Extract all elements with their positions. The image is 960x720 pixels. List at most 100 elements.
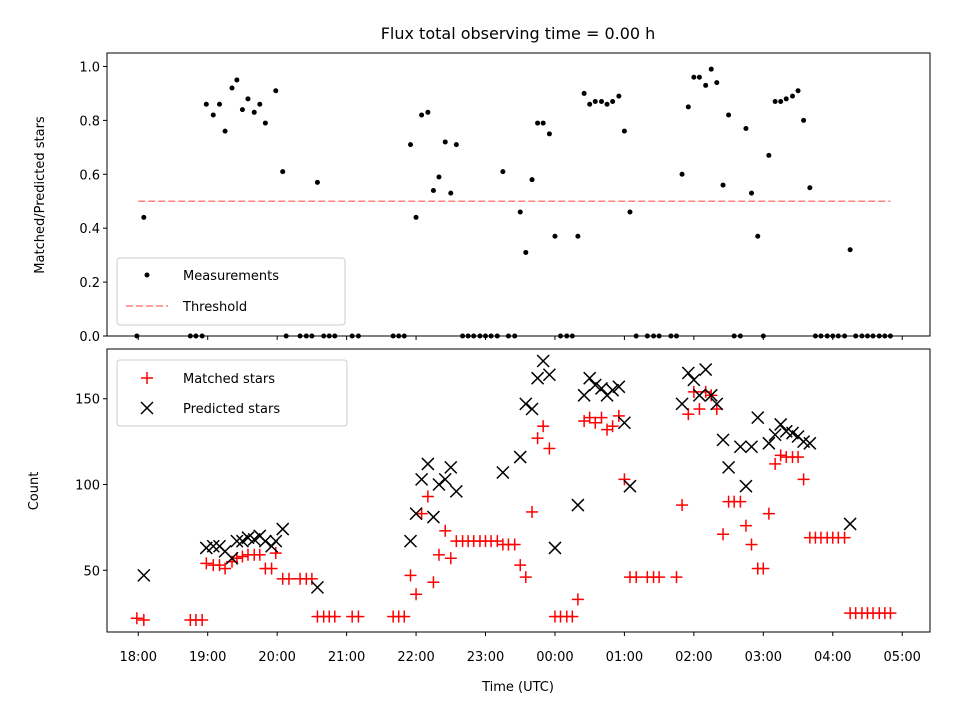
predicted-stars-point	[692, 388, 706, 402]
matched-stars-point	[531, 432, 544, 445]
predicted-stars-point	[536, 354, 550, 368]
matched-stars-point	[444, 552, 457, 565]
measurement-point	[210, 112, 216, 118]
measurement-point	[529, 177, 535, 183]
predicted-stars-point	[421, 457, 435, 471]
matched-stars-point	[519, 571, 532, 584]
measurement-point	[453, 142, 459, 148]
legend-matched-marker	[141, 372, 153, 384]
measurement-point	[535, 120, 541, 126]
x-tick-label: 23:00	[467, 650, 504, 665]
measurement-point	[749, 190, 755, 196]
matched-stars-point	[571, 593, 584, 606]
measurement-point	[685, 104, 691, 110]
predicted-stars-point	[762, 436, 776, 450]
matched-stars-point	[745, 538, 758, 551]
matched-stars-point	[137, 613, 150, 626]
matched-stars-point	[595, 411, 608, 424]
matched-stars-point	[682, 408, 695, 421]
predicted-stars-point	[548, 541, 562, 555]
measurement-point	[203, 101, 209, 107]
measurement-point	[280, 169, 286, 175]
predicted-stars-point	[803, 436, 817, 450]
matched-stars-point	[265, 562, 278, 575]
measurement-point	[616, 93, 622, 99]
predicted-stars-point	[577, 388, 591, 402]
predicted-stars-point	[744, 440, 759, 454]
predicted-stars-point	[206, 539, 220, 553]
measurement-point	[604, 101, 610, 107]
matched-stars-point	[583, 411, 596, 424]
matched-stars-point	[526, 505, 539, 518]
top-panel: Flux total observing time = 0.00 h 0.00.…	[33, 24, 931, 345]
matched-stars-point	[130, 612, 143, 625]
predicted-stars-point	[687, 373, 701, 387]
predicted-stars-point	[571, 498, 585, 512]
matched-stars-point	[398, 610, 411, 623]
matched-stars-point	[537, 420, 550, 433]
predicted-stars-point	[739, 479, 753, 493]
predicted-stars-point	[513, 450, 527, 464]
matched-stars-point	[543, 442, 556, 455]
predicted-stars-point	[449, 484, 463, 498]
legend-predicted-marker	[140, 401, 154, 415]
predicted-stars-point	[258, 534, 272, 548]
matched-stars-point	[439, 524, 452, 537]
y-tick-label: 150	[75, 393, 100, 408]
y-tick-label: 100	[75, 478, 100, 493]
matched-stars-point	[606, 420, 619, 433]
measurement-point	[500, 169, 506, 175]
predicted-stars-point	[415, 472, 429, 486]
predicted-stars-point	[699, 363, 713, 377]
bottom-panel: 50 100 150 18:00 19:00 20:00 21:00 22:00 23:00 0…	[27, 348, 931, 695]
measurement-point	[245, 96, 251, 102]
measurement-point	[783, 96, 789, 102]
legend-measurements-marker	[144, 272, 150, 278]
measurement-point	[627, 209, 633, 215]
matched-stars-point	[734, 495, 747, 508]
top-legend: Measurements Threshold	[116, 257, 346, 326]
predicted-stars-point	[519, 397, 533, 411]
measurement-point	[795, 88, 801, 94]
matched-stars-point	[653, 571, 666, 584]
predicted-stars-point	[751, 411, 765, 425]
predicted-stars-point	[623, 479, 637, 493]
x-tick-label: 18:00	[120, 650, 157, 665]
matched-stars-point	[566, 610, 579, 623]
matched-stars-point	[884, 607, 897, 620]
bottom-legend: Matched stars Predicted stars	[116, 359, 348, 427]
top-x-axis	[137, 336, 903, 340]
x-tick-label: 20:00	[258, 650, 295, 665]
predicted-stars-point	[542, 368, 556, 382]
x-tick-label: 04:00	[814, 650, 851, 665]
x-tick-label: 01:00	[606, 650, 643, 665]
measurement-point	[523, 249, 529, 255]
matched-stars-point	[410, 588, 423, 601]
x-tick-label: 05:00	[883, 650, 920, 665]
matched-stars-point	[792, 451, 805, 464]
bottom-y-axis: 50 100 150	[75, 393, 107, 579]
top-axes-frame	[106, 52, 931, 337]
bottom-axes-frame	[106, 348, 931, 633]
predicted-stars-point	[225, 551, 239, 565]
predicted-stars-point	[426, 510, 440, 524]
measurement-point	[720, 182, 726, 188]
bottom-y-axis-label: Count	[27, 472, 42, 511]
predicted-stars-point	[733, 440, 747, 454]
x-tick-label: 21:00	[328, 650, 365, 665]
matched-stars-point	[432, 548, 445, 561]
matched-stars-point	[762, 507, 775, 520]
measurement-point	[696, 74, 702, 80]
measurement-point	[592, 99, 598, 105]
measurement-point	[778, 99, 784, 105]
x-axis-label: Time (UTC)	[481, 680, 554, 695]
matched-stars-point	[508, 538, 521, 551]
matched-stars-point	[200, 557, 213, 570]
predicted-stars-point	[594, 381, 609, 395]
measurement-point	[251, 109, 257, 115]
matched-stars-point	[589, 416, 602, 429]
measurement-point	[425, 109, 431, 115]
predicted-stars-point	[710, 397, 724, 411]
measurement-point	[610, 99, 616, 105]
predicted-stars-point	[774, 417, 788, 431]
